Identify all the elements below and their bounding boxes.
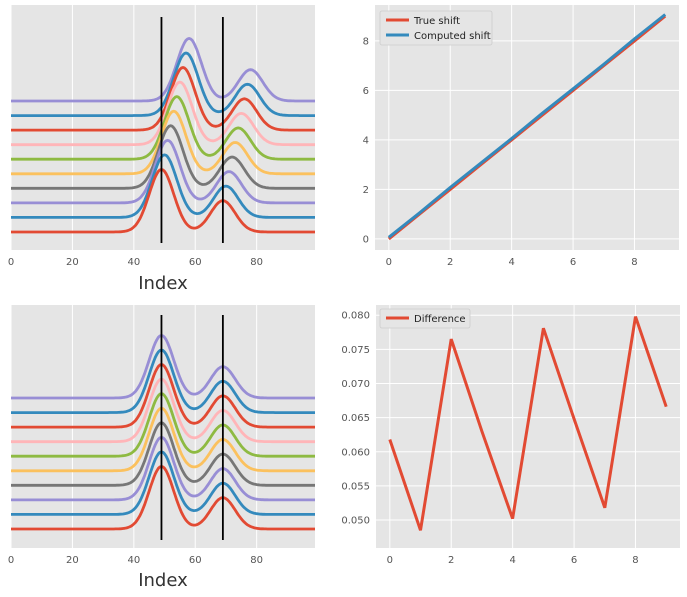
xlabel-aligned-signals: Index xyxy=(138,570,188,591)
x-tick-label: 6 xyxy=(570,257,576,268)
x-tick-label: 0 xyxy=(387,555,393,566)
x-tick-label: 60 xyxy=(189,257,202,268)
panel-shift-estimation: 0 2 4 6 8 0 2 4 6 8 True shift Computed shift xyxy=(363,5,679,268)
x-tick-label: 40 xyxy=(127,555,140,566)
panel-aligned-signals: 0 20 40 60 80 Index xyxy=(8,305,315,591)
y-tick-label: 8 xyxy=(363,36,369,47)
series-line-7 xyxy=(11,66,315,132)
series-line-3 xyxy=(11,421,315,487)
x-tick-label: 20 xyxy=(66,555,79,566)
y-tick-label: 4 xyxy=(363,135,369,146)
series-line-2 xyxy=(11,138,315,205)
y-tick-label: 0.060 xyxy=(341,447,370,458)
series-line-9 xyxy=(11,334,315,400)
series-line-computed-shift xyxy=(387,13,667,239)
x-tick-label: 0 xyxy=(8,555,14,566)
series-line-3 xyxy=(11,124,315,190)
xlabel-shifted-signals: Index xyxy=(138,273,188,294)
y-tick-label: 0.075 xyxy=(341,345,370,356)
x-tick-label: 80 xyxy=(250,257,263,268)
x-tick-label: 2 xyxy=(448,555,454,566)
y-tick-label: 0.080 xyxy=(341,311,370,322)
y-tick-label: 0.050 xyxy=(341,516,370,527)
series-line-4 xyxy=(11,406,315,473)
series-line-8 xyxy=(11,348,315,414)
y-tick-label: 0.065 xyxy=(341,413,370,424)
series-line-5 xyxy=(11,392,315,458)
x-tick-label: 80 xyxy=(250,555,263,566)
legend-difference: Difference xyxy=(379,308,471,329)
y-tick-label: 0.070 xyxy=(341,379,370,390)
y-tick-label: 2 xyxy=(363,185,369,196)
series-line-6 xyxy=(11,80,315,147)
series-line-1 xyxy=(11,153,315,219)
series-line-7 xyxy=(11,363,315,429)
series-line-0 xyxy=(11,168,315,234)
y-tick-label: 0 xyxy=(363,234,369,245)
panel-difference: 0 2 4 6 8 0.050 0.055 0.060 0.065 0.070 0.075 0.08… xyxy=(341,305,680,566)
y-tick-label: 6 xyxy=(363,86,369,97)
series-line-8 xyxy=(11,51,315,117)
legend-box xyxy=(379,308,471,329)
x-tick-label: 8 xyxy=(632,555,638,566)
legend-shift-estimation: True shift Computed shift xyxy=(379,10,493,46)
x-tick-label: 20 xyxy=(66,257,79,268)
series-line-5 xyxy=(11,95,315,161)
legend-label-computed-shift: Computed shift xyxy=(414,31,491,42)
series-line-4 xyxy=(11,109,315,176)
x-tick-label: 0 xyxy=(8,257,14,268)
legend-label-true-shift: True shift xyxy=(413,16,460,27)
series-line-9 xyxy=(11,37,315,103)
series-line-1 xyxy=(11,450,315,516)
series-line-0 xyxy=(11,465,315,531)
legend-label-difference: Difference xyxy=(414,314,466,325)
x-tick-label: 4 xyxy=(509,555,515,566)
x-tick-label: 6 xyxy=(571,555,577,566)
x-tick-label: 2 xyxy=(447,257,453,268)
series-line-2 xyxy=(11,435,315,502)
x-tick-label: 8 xyxy=(631,257,637,268)
x-tick-label: 40 xyxy=(127,257,140,268)
x-tick-label: 60 xyxy=(189,555,202,566)
x-tick-label: 0 xyxy=(386,257,392,268)
series-line-6 xyxy=(11,377,315,444)
panel-shifted-signals: 0 20 40 60 80 Index xyxy=(8,5,315,294)
series-line-difference xyxy=(388,316,668,531)
y-tick-label: 0.055 xyxy=(341,481,370,492)
x-tick-label: 4 xyxy=(508,257,514,268)
